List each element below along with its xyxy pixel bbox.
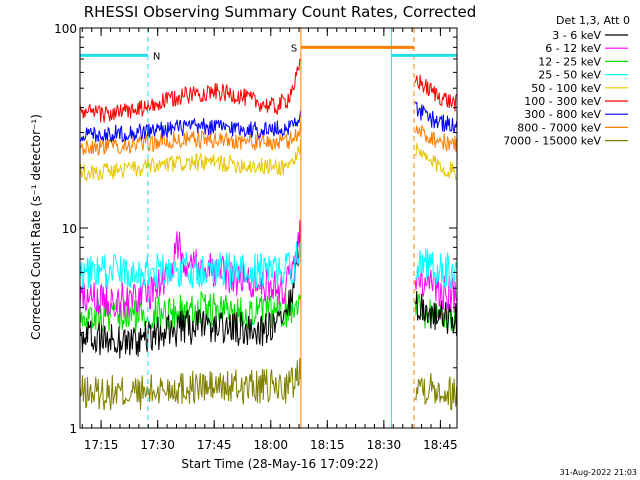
series-line-3-6kev <box>79 228 458 359</box>
legend-label-3-6kev: 3 - 6 keV <box>552 29 601 42</box>
series-line-800-7000kev <box>79 122 458 156</box>
legend-label-25-50kev: 25 - 50 keV <box>538 69 601 82</box>
x-tick-label: 17:30 <box>140 438 175 452</box>
legend-label-7000-15000kev: 7000 - 15000 keV <box>503 135 601 148</box>
legend-label-800-7000kev: 800 - 7000 keV <box>517 121 601 134</box>
legend-header: Det 1,3, Att 0 <box>556 14 630 27</box>
legend-label-12-25kev: 12 - 25 keV <box>538 55 601 68</box>
footer-date: 31-Aug-2022 21:03 <box>560 468 637 477</box>
y-tick-label: 10 <box>62 222 77 236</box>
legend-label-50-100kev: 50 - 100 keV <box>531 82 601 95</box>
x-tick-label: 17:45 <box>197 438 232 452</box>
series-line-100-300kev <box>79 58 458 123</box>
series-line-25-50kev <box>79 242 458 291</box>
x-tick-label: 18:45 <box>423 438 458 452</box>
series-line-50-100kev <box>79 139 458 183</box>
series-line-7000-15000kev <box>79 357 458 411</box>
y-tick-label: 1 <box>69 422 77 436</box>
y-tick-label: 100 <box>54 22 77 36</box>
y-axis-label: Corrected Count Rate (s⁻¹ detector⁻¹) <box>29 114 43 340</box>
x-tick-label: 17:15 <box>84 438 119 452</box>
legend-label-6-12kev: 6 - 12 keV <box>545 42 601 55</box>
plot-area: N S 1 10 100 17:15 17:30 17:45 18:00 18:15 18:30 18… <box>54 22 458 452</box>
legend-label-100-300kev: 100 - 300 keV <box>524 95 601 108</box>
legend-label-300-800kev: 300 - 800 keV <box>524 108 601 121</box>
x-tick-label: 18:15 <box>310 438 345 452</box>
x-tick-label: 18:30 <box>367 438 402 452</box>
x-axis-label: Start Time (28-May-16 17:09:22) <box>181 457 378 471</box>
flag-label-n: N <box>153 51 160 62</box>
series-line-300-800kev <box>79 101 458 144</box>
plot-frame <box>79 27 458 429</box>
flag-label-s: S <box>291 43 297 54</box>
x-tick-label: 18:00 <box>253 438 288 452</box>
chart-title: RHESSI Observing Summary Count Rates, Co… <box>84 3 477 21</box>
